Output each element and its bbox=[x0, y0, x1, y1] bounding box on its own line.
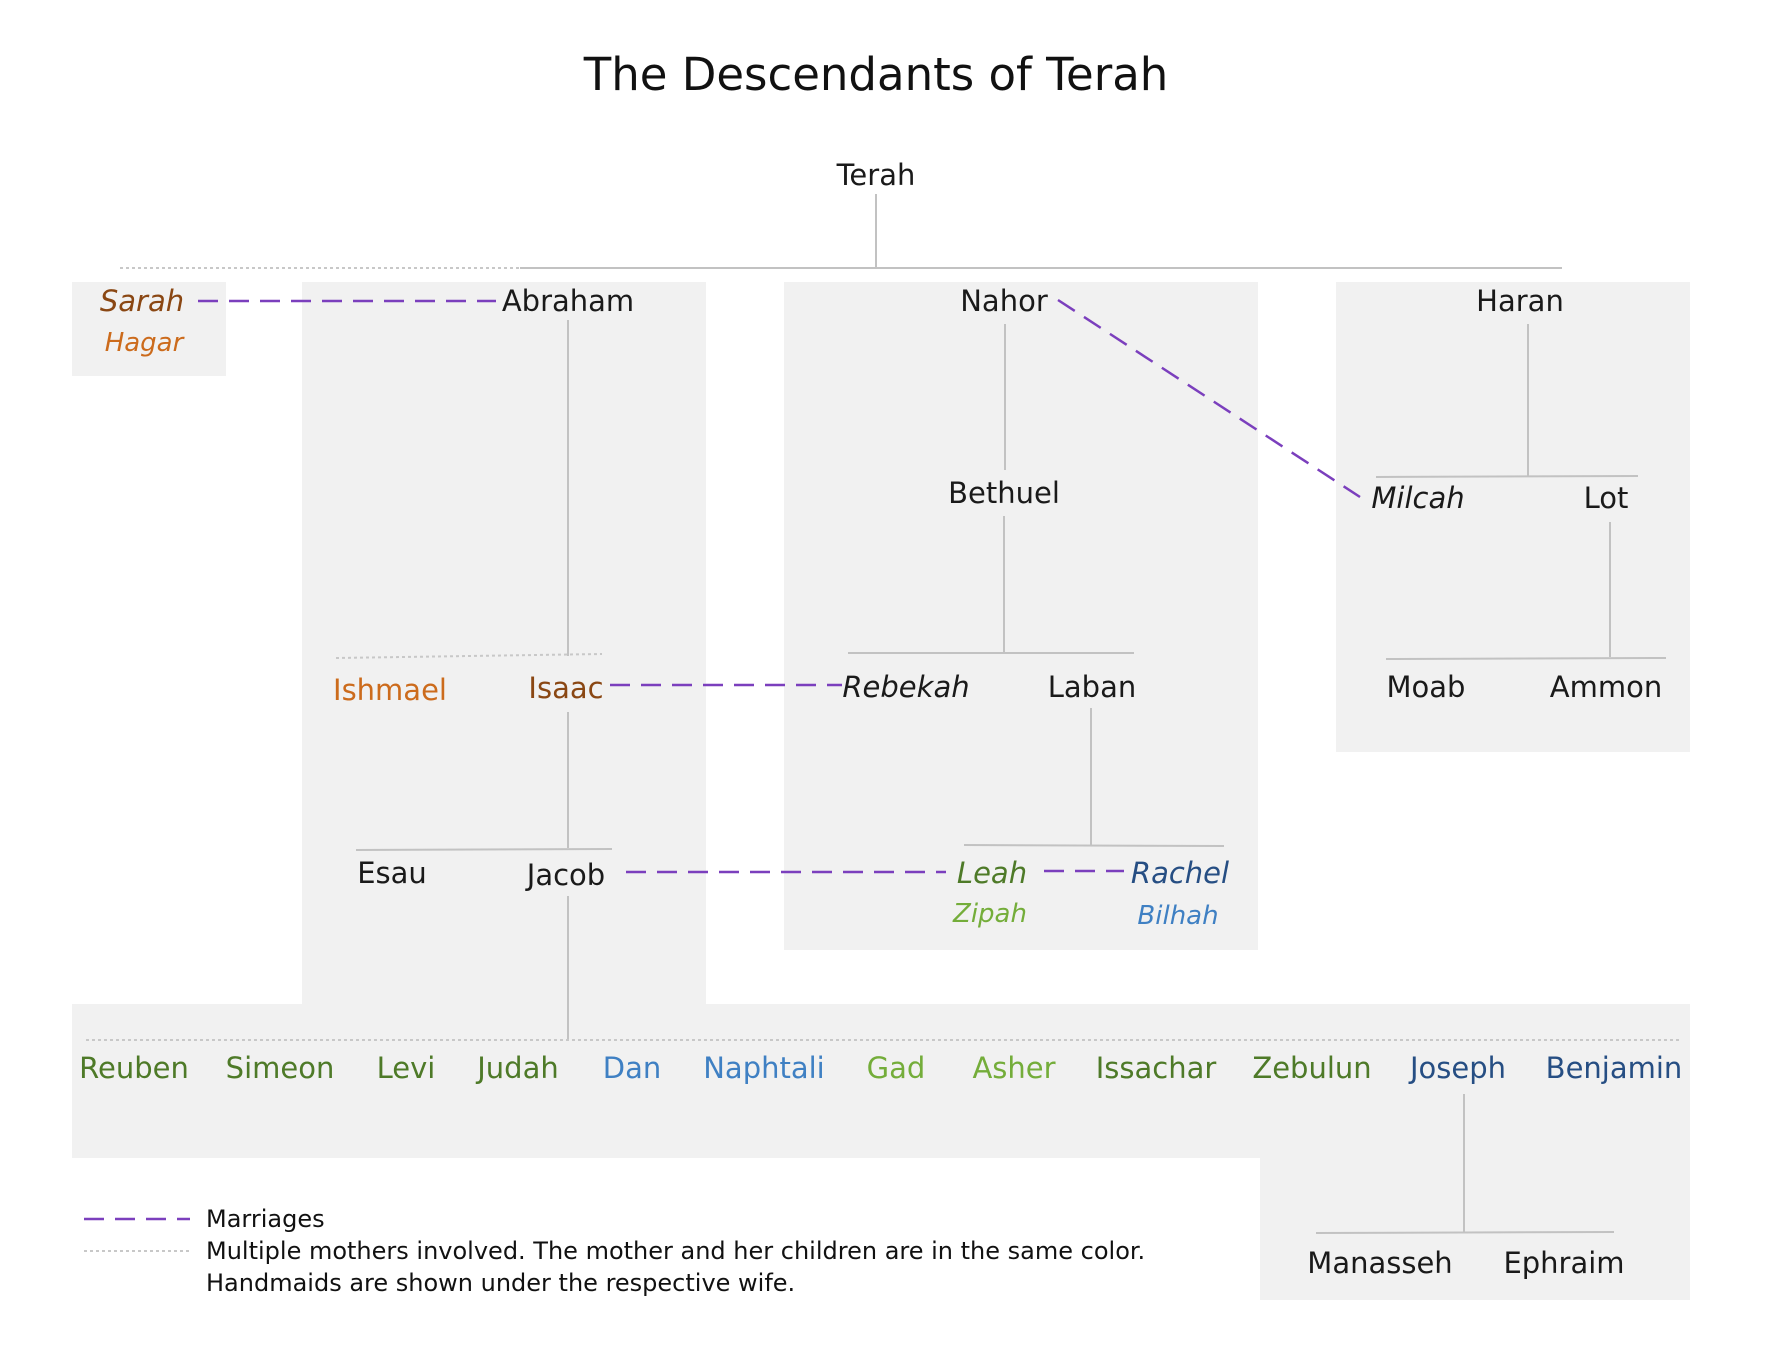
son-of-jacob-reuben: Reuben bbox=[79, 1051, 189, 1085]
laban-children-bar bbox=[963, 844, 1225, 847]
person-leah: Leah bbox=[957, 856, 1027, 890]
person-ammon: Ammon bbox=[1550, 670, 1662, 704]
person-bilhah: Bilhah bbox=[1137, 901, 1218, 931]
person-manasseh: Manasseh bbox=[1307, 1246, 1452, 1280]
son-of-jacob-zebulun: Zebulun bbox=[1252, 1051, 1371, 1085]
person-ephraim: Ephraim bbox=[1503, 1246, 1624, 1280]
person-esau: Esau bbox=[357, 856, 427, 890]
son-of-jacob-joseph: Joseph bbox=[1408, 1051, 1506, 1085]
panel-abraham-line bbox=[302, 282, 706, 1008]
person-abraham: Abraham bbox=[502, 284, 634, 318]
sons-of-jacob-row: Reuben Simeon Levi Judah Dan Naphtali Gad Asher… bbox=[79, 1051, 1682, 1085]
panel-joseph-sons bbox=[1260, 1150, 1690, 1300]
diagram-title: The Descendants of Terah bbox=[583, 48, 1169, 101]
person-zipah: Zipah bbox=[952, 899, 1027, 929]
son-of-jacob-levi: Levi bbox=[377, 1051, 436, 1085]
person-haran: Haran bbox=[1476, 284, 1564, 318]
son-of-jacob-judah: Judah bbox=[475, 1051, 559, 1085]
joseph-children-bar bbox=[1315, 1231, 1615, 1234]
person-hagar: Hagar bbox=[105, 328, 186, 358]
son-of-jacob-simeon: Simeon bbox=[226, 1051, 335, 1085]
person-moab: Moab bbox=[1387, 670, 1466, 704]
person-sarah: Sarah bbox=[100, 284, 184, 318]
panel-haran-line bbox=[1336, 282, 1690, 752]
person-bethuel: Bethuel bbox=[948, 476, 1060, 510]
haran-children-bar bbox=[1375, 475, 1639, 478]
people: Terah Sarah Hagar Abraham Nahor Haran Be… bbox=[100, 158, 1662, 1280]
person-milcah: Milcah bbox=[1371, 481, 1464, 515]
person-terah: Terah bbox=[836, 158, 916, 192]
person-rachel: Rachel bbox=[1131, 856, 1229, 890]
person-isaac: Isaac bbox=[528, 671, 603, 705]
panel-sons-of-jacob bbox=[72, 1004, 1690, 1158]
son-of-jacob-dan: Dan bbox=[603, 1051, 661, 1085]
person-jacob: Jacob bbox=[525, 858, 605, 892]
panel-nahor-line bbox=[784, 282, 1258, 950]
background-panels bbox=[72, 282, 1690, 1300]
panel-sarah-hagar bbox=[72, 282, 226, 376]
lot-children-bar bbox=[1385, 657, 1667, 660]
person-ishmael: Ishmael bbox=[333, 673, 447, 707]
son-of-jacob-naphtali: Naphtali bbox=[703, 1051, 825, 1085]
person-lot: Lot bbox=[1584, 481, 1629, 515]
person-rebekah: Rebekah bbox=[842, 670, 969, 704]
isaac-children-bar bbox=[355, 848, 613, 851]
son-of-jacob-issachar: Issachar bbox=[1096, 1051, 1217, 1085]
abraham-sons-bar-dotted bbox=[335, 653, 603, 659]
person-nahor: Nahor bbox=[960, 284, 1048, 318]
legend-multiple-mothers-label: Multiple mothers involved. The mother an… bbox=[206, 1237, 1145, 1265]
son-of-jacob-benjamin: Benjamin bbox=[1546, 1051, 1683, 1085]
lineage-lines bbox=[86, 194, 1680, 1234]
son-of-jacob-asher: Asher bbox=[972, 1051, 1055, 1085]
person-laban: Laban bbox=[1048, 670, 1137, 704]
son-of-jacob-gad: Gad bbox=[867, 1051, 926, 1085]
marriage-lines bbox=[198, 298, 1361, 874]
legend: Marriages Multiple mothers involved. The… bbox=[84, 1205, 1145, 1297]
legend-handmaids-label: Handmaids are shown under the respective… bbox=[206, 1269, 795, 1297]
legend-marriages-label: Marriages bbox=[206, 1205, 325, 1233]
